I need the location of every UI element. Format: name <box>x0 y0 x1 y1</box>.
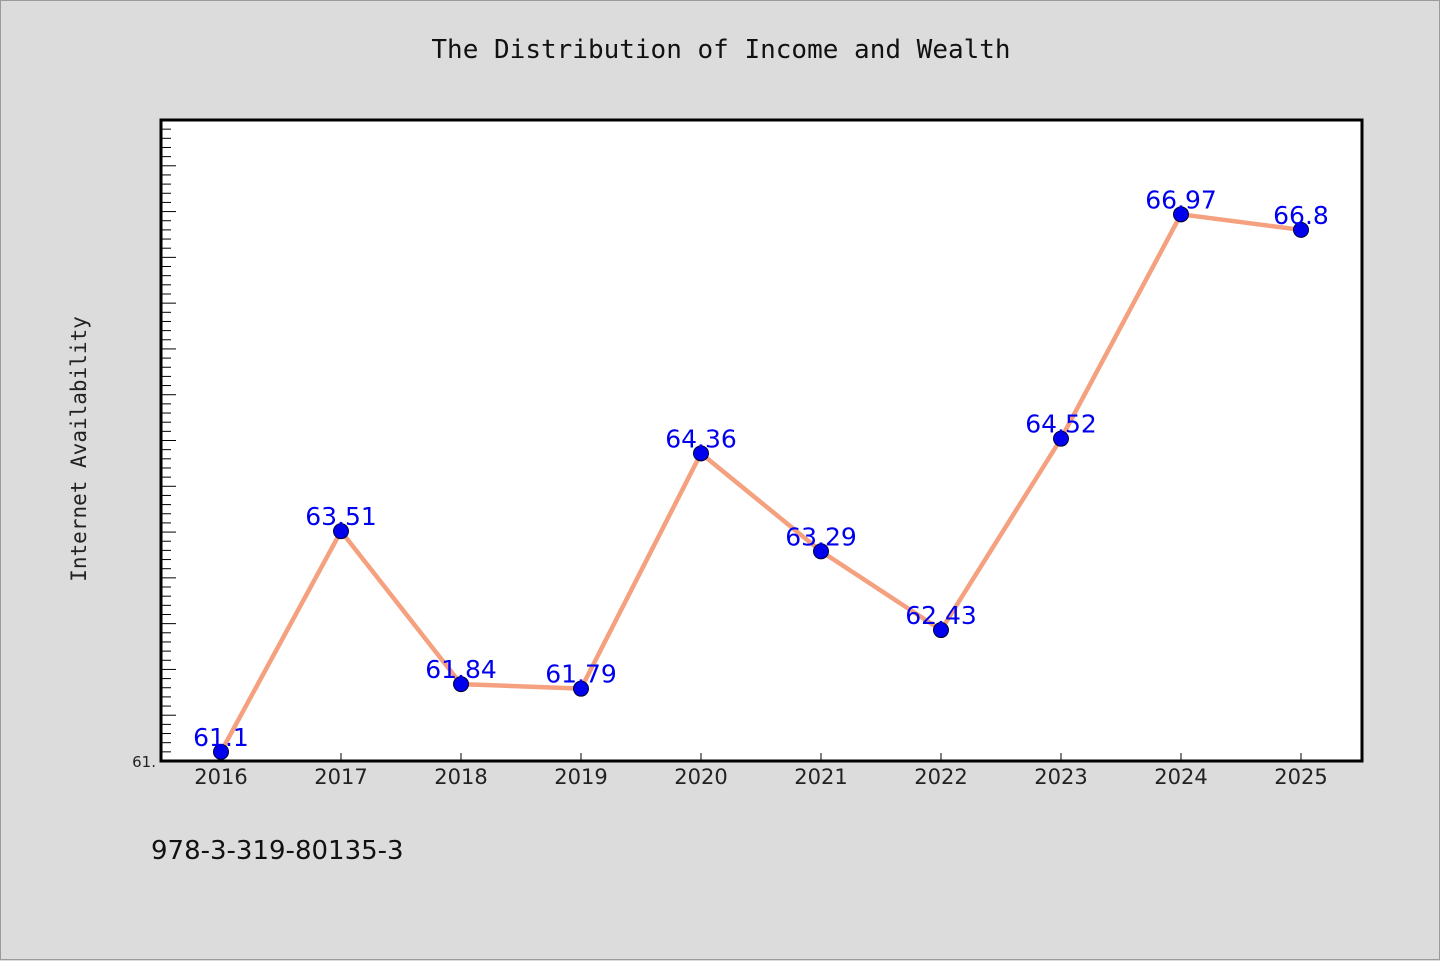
data-label: 61.84 <box>425 655 497 684</box>
data-label: 62.43 <box>905 601 977 630</box>
plot-area <box>159 118 1364 763</box>
data-label: 66.8 <box>1273 201 1329 230</box>
data-point <box>813 543 829 560</box>
x-tick-label: 2021 <box>794 765 847 789</box>
x-tick-label: 2019 <box>554 765 607 789</box>
chart-title: The Distribution of Income and Wealth <box>431 35 1011 65</box>
series-line-group <box>219 212 1302 753</box>
data-point <box>933 622 949 639</box>
data-point <box>453 676 469 693</box>
data-label: 66.97 <box>1145 185 1217 214</box>
x-tick-label: 2020 <box>674 765 727 789</box>
y-tick-label: 61. <box>132 753 156 771</box>
data-point-markers <box>213 206 1309 760</box>
data-point <box>333 523 349 540</box>
data-point <box>1173 206 1189 223</box>
data-label: 61.79 <box>545 660 617 689</box>
x-tick-label: 2024 <box>1154 765 1207 789</box>
y-axis-ticks <box>161 128 176 762</box>
x-tick-label: 2025 <box>1274 765 1327 789</box>
data-label: 64.52 <box>1025 410 1097 439</box>
footer-code: 978-3-319-80135-3 <box>151 836 404 866</box>
x-tick-label: 2017 <box>314 765 367 789</box>
x-tick-label: 2022 <box>914 765 967 789</box>
x-axis-ticks: 2016 2017 2018 2019 2020 2021 2022 2023 2024 2025 <box>194 753 1328 789</box>
data-point <box>1053 430 1069 447</box>
series-line <box>219 212 1302 753</box>
data-labels: 61.1 63.51 61.84 61.79 64.36 63.29 62.43 64.52 6… <box>193 185 1329 752</box>
data-label: 63.29 <box>785 522 857 551</box>
x-tick-label: 2023 <box>1034 765 1087 789</box>
data-point <box>573 680 589 697</box>
data-label: 61.1 <box>193 723 249 752</box>
data-point <box>213 743 229 760</box>
x-tick-label: 2016 <box>194 765 247 789</box>
data-label: 64.36 <box>665 424 737 453</box>
data-label: 63.51 <box>305 502 377 531</box>
data-point <box>693 445 709 462</box>
data-point <box>1293 221 1309 238</box>
x-tick-label: 2018 <box>434 765 487 789</box>
